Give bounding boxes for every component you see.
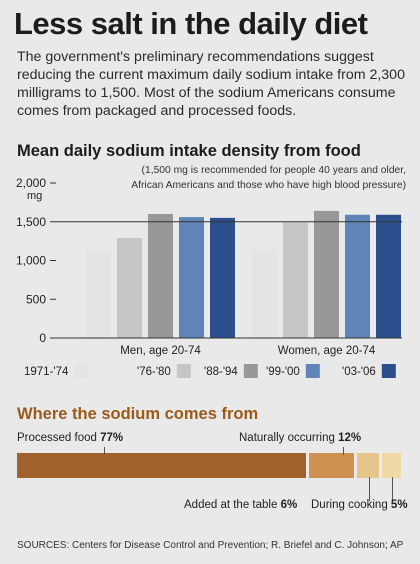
- bar: [86, 250, 111, 338]
- legend-label: 1971-'74: [24, 366, 69, 378]
- label-during-cooking-name: During cooking: [311, 499, 388, 511]
- legend-swatch: [74, 364, 89, 378]
- leader-naturally-occurring: [343, 447, 344, 455]
- label-processed-food-value: 77%: [100, 432, 124, 444]
- sodium-source-segment: [382, 453, 401, 478]
- bar: [376, 214, 401, 338]
- legend-label: '76-'80: [137, 366, 171, 378]
- y-tick-label: 1,000: [16, 254, 46, 268]
- sodium-sources-title: Where the sodium comes from: [17, 405, 259, 423]
- legend-swatch: [305, 364, 320, 378]
- sodium-intake-bar-chart: 2,000 1,500 1,000 500 0 mg Men, age 20-74 Women…: [16, 176, 402, 378]
- y-tick-label: 500: [26, 292, 46, 306]
- chart-note: (1,500 mg is recommended for people 40 y…: [131, 165, 406, 191]
- label-naturally-occurring: Naturally occurring 12%: [239, 432, 361, 444]
- label-processed-food: Processed food 77%: [17, 432, 123, 444]
- legend-label: '99-'00: [266, 366, 300, 378]
- bar: [179, 217, 204, 338]
- legend-label: '88-'94: [204, 366, 238, 378]
- chart-title: Mean daily sodium intake density from fo…: [17, 142, 361, 160]
- y-tick-label: 1,500: [16, 215, 46, 229]
- bar: [345, 214, 370, 338]
- label-added-at-table-name: Added at the table: [184, 499, 278, 511]
- leader-processed-food: [104, 447, 105, 455]
- label-during-cooking: During cooking 5%: [311, 499, 408, 511]
- bar: [117, 238, 142, 338]
- intro-text: The government's preliminary recommendat…: [17, 49, 405, 119]
- label-during-cooking-value: 5%: [390, 499, 408, 511]
- category-label: Men, age 20-74: [120, 345, 201, 357]
- category-label: Women, age 20-74: [278, 345, 376, 357]
- sodium-source-segment: [308, 453, 354, 478]
- headline: Less salt in the daily diet: [14, 6, 368, 41]
- legend-swatch: [381, 364, 396, 378]
- label-added-at-table: Added at the table 6%: [184, 499, 297, 511]
- bar: [283, 222, 308, 338]
- label-naturally-occurring-name: Naturally occurring: [239, 432, 335, 444]
- legend-swatch: [243, 364, 258, 378]
- sodium-source-segment: [356, 453, 380, 478]
- sources-credit: SOURCES: Centers for Disease Control and…: [17, 540, 404, 551]
- sodium-source-segment: [17, 453, 306, 478]
- y-tick-label: 2,000: [16, 176, 46, 190]
- bar: [210, 217, 235, 338]
- y-unit-label: mg: [27, 190, 42, 202]
- label-processed-food-name: Processed food: [17, 432, 97, 444]
- bar: [252, 249, 277, 338]
- y-tick-label: 0: [39, 331, 46, 345]
- legend-swatch: [176, 364, 191, 378]
- label-naturally-occurring-value: 12%: [338, 432, 362, 444]
- label-added-at-table-value: 6%: [280, 499, 298, 511]
- leader-added-at-table: [369, 477, 370, 501]
- bar: [314, 210, 339, 338]
- leader-during-cooking: [392, 477, 393, 501]
- bar: [148, 214, 173, 338]
- legend-label: '03-'06: [342, 366, 376, 378]
